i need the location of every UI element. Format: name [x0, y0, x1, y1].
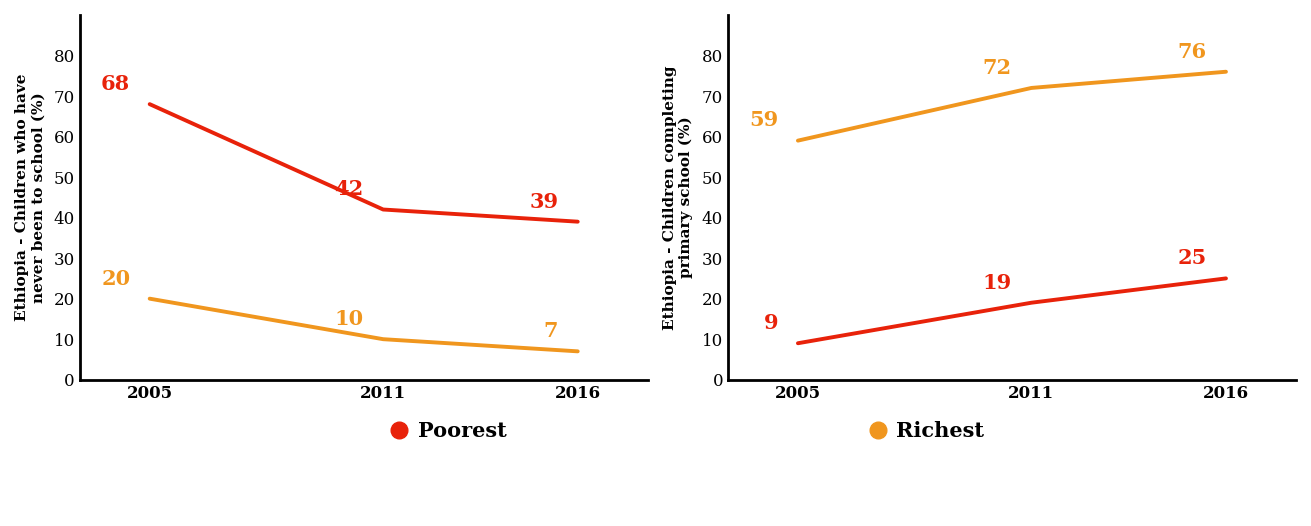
Y-axis label: Ethiopia - Children completing
primary school (%): Ethiopia - Children completing primary s…: [663, 65, 694, 330]
Text: 76: 76: [1177, 42, 1206, 62]
Text: 19: 19: [983, 272, 1012, 292]
Text: 68: 68: [101, 74, 130, 94]
Text: 59: 59: [749, 110, 779, 130]
Text: 20: 20: [101, 269, 130, 289]
Text: 42: 42: [334, 179, 363, 199]
Text: 39: 39: [530, 191, 558, 211]
Y-axis label: Ethiopia - Children who have
never been to school (%): Ethiopia - Children who have never been …: [14, 74, 45, 321]
Legend: Richest: Richest: [861, 413, 992, 450]
Text: 25: 25: [1177, 248, 1206, 268]
Text: 9: 9: [764, 313, 779, 333]
Legend: Poorest: Poorest: [383, 413, 515, 450]
Text: 7: 7: [544, 321, 558, 341]
Text: 10: 10: [334, 309, 363, 329]
Text: 72: 72: [983, 58, 1012, 78]
